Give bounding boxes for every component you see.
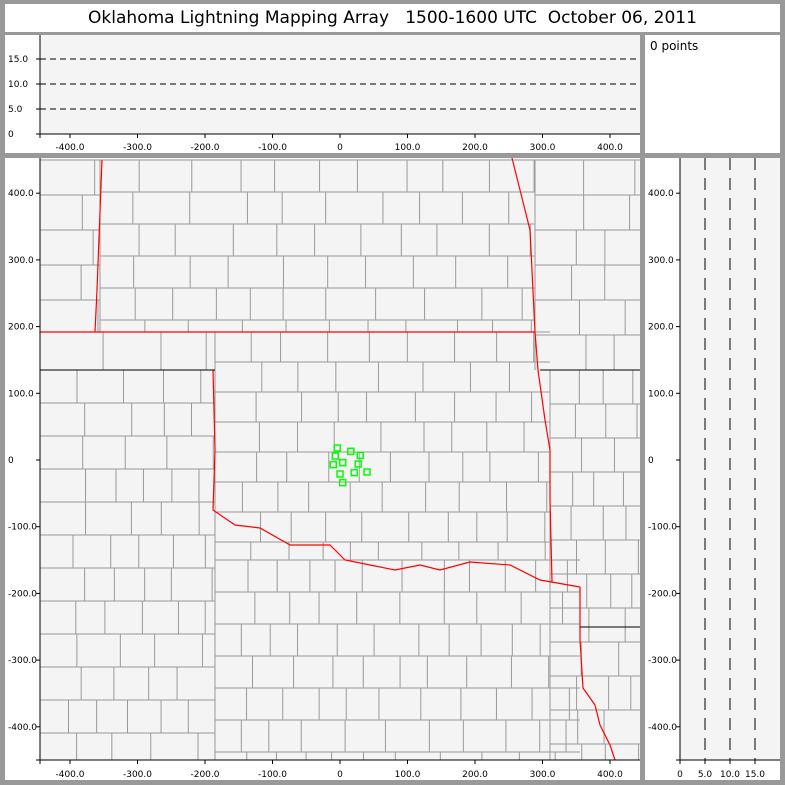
lma-station [329,460,337,469]
lma-station [336,470,344,478]
x-tick-label: 300.0 [530,143,556,153]
state-border [511,158,553,583]
lma-station [350,468,358,477]
y-tick-label: 100.0 [8,389,34,399]
x-tick-label: -100.0 [258,143,287,153]
lma-station [338,458,347,467]
x-tick-label: 5.0 [698,770,713,780]
y-tick-label: 0 [8,456,14,466]
y-tick-label: 0 [8,130,14,140]
x-tick-label: -200.0 [190,143,219,153]
x-tick-label: 15.0 [745,770,765,780]
x-tick-label: 100.0 [395,143,421,153]
y-tick-label: -400.0 [648,723,677,733]
lma-station [363,468,371,476]
y-tick-label: 200.0 [648,323,674,333]
y-tick-label: 5.0 [8,105,23,115]
x-tick-label: 100.0 [395,770,421,780]
y-tick-label: 100.0 [648,389,674,399]
lma-station [347,447,355,456]
x-tick-label: 300.0 [530,770,556,780]
x-tick-label: -300.0 [123,770,152,780]
y-tick-label: 200.0 [8,323,34,333]
x-tick-label: -100.0 [258,770,287,780]
x-tick-label: 10.0 [720,770,740,780]
state-border [212,369,581,588]
y-tick-label: 300.0 [8,256,34,266]
x-tick-label: -200.0 [190,770,219,780]
y-tick-label: 10.0 [8,80,28,90]
y-tick-label: 0 [648,456,654,466]
x-tick-label: -300.0 [123,143,152,153]
lma-station [333,444,342,452]
y-tick-label: -100.0 [648,523,677,533]
points-count: 0 points [650,39,699,53]
x-tick-label: 0 [337,143,343,153]
state-border [579,587,616,760]
y-tick-label: -300.0 [8,656,37,666]
y-tick-label: -300.0 [648,656,677,666]
x-tick-label: -400.0 [55,143,84,153]
y-tick-label: 15.0 [8,55,28,65]
state-border [94,159,103,333]
x-tick-label: 400.0 [597,143,623,153]
y-tick-label: -400.0 [8,723,37,733]
x-tick-label: 400.0 [597,770,623,780]
map-features [40,158,640,760]
x-tick-label: -400.0 [55,770,84,780]
y-tick-label: -200.0 [648,589,677,599]
y-tick-label: 400.0 [648,189,674,199]
x-tick-label: 200.0 [462,770,488,780]
lma-station [356,451,364,460]
y-tick-label: -200.0 [8,589,37,599]
plot-title: Oklahoma Lightning Mapping Array 1500-16… [5,4,780,32]
y-tick-label: -100.0 [8,523,37,533]
lma-station [338,478,347,487]
x-tick-label: 200.0 [462,143,488,153]
lma-station [331,452,340,460]
info-panel: 0 points [645,35,780,153]
y-tick-label: 400.0 [8,189,34,199]
x-tick-label: 0 [677,770,683,780]
lma-station [354,460,362,468]
y-tick-label: 300.0 [648,256,674,266]
x-tick-label: 0 [337,770,343,780]
